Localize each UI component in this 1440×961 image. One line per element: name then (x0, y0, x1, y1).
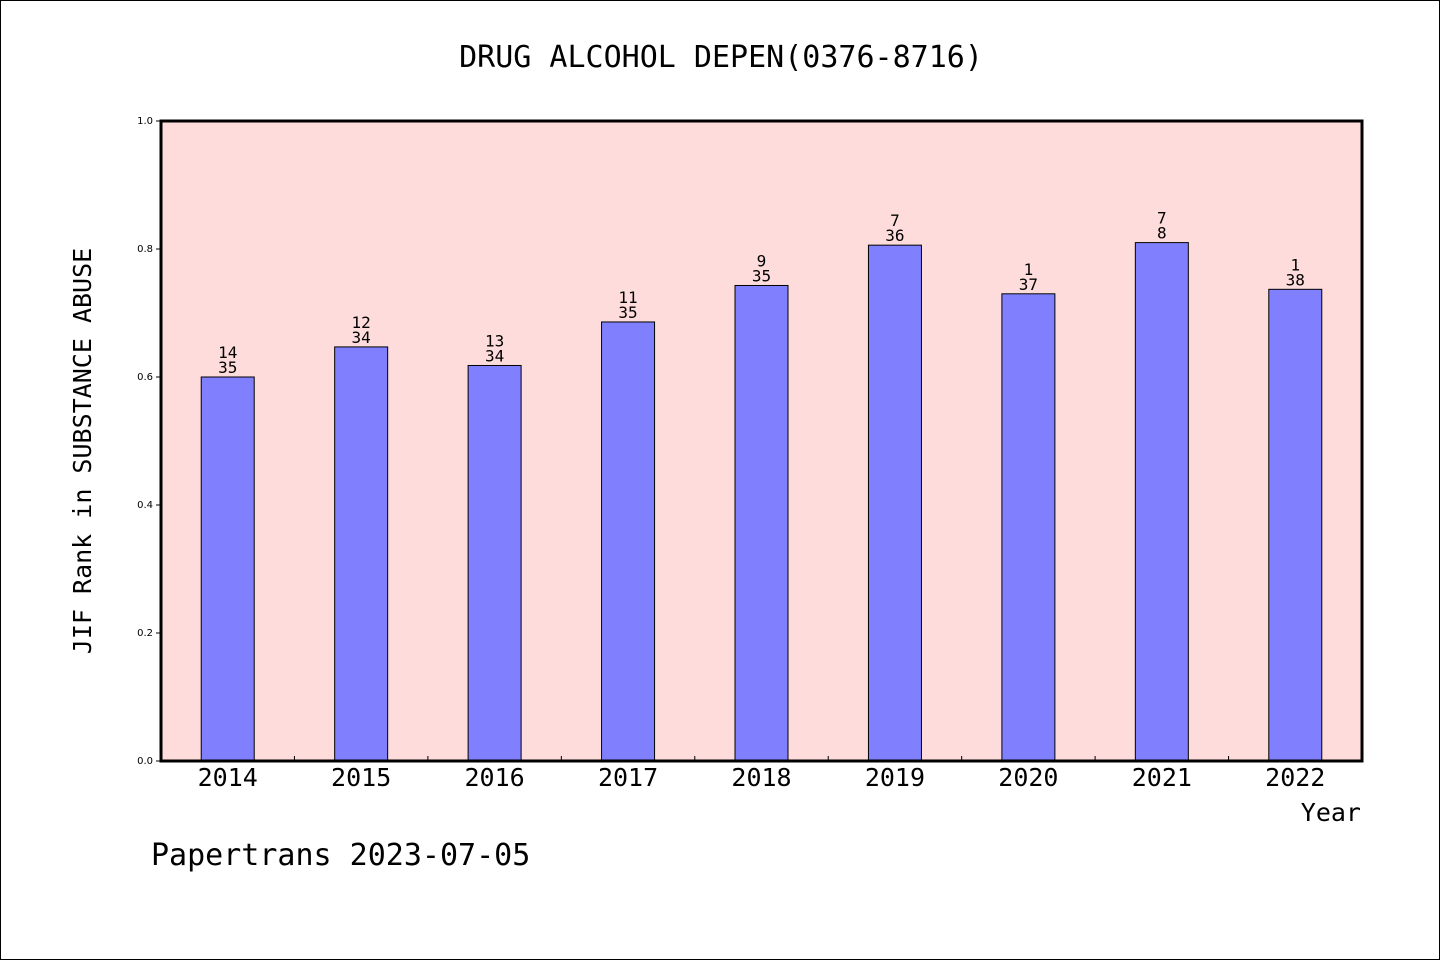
bar-2017 (601, 321, 656, 762)
y-tick-label-1.0: 1.0 (137, 116, 153, 127)
bar-label-top-2020: 1 (1024, 260, 1034, 279)
bar-label-top-2018: 9 (757, 251, 767, 270)
y-tick-label-0.2: 0.2 (137, 628, 153, 639)
y-tick-label-0.4: 0.4 (137, 500, 153, 511)
bar-2016 (467, 364, 522, 762)
x-tick-label-2016: 2016 (465, 763, 525, 792)
bar-label-bottom-2019: 36 (885, 226, 904, 245)
y-tick-label-0.8: 0.8 (137, 244, 153, 255)
plot-border (159, 119, 1364, 763)
bar-label-bottom-2020: 37 (1019, 275, 1038, 294)
x-tick-label-2017: 2017 (598, 763, 658, 792)
bar-label-bottom-2015: 34 (352, 328, 371, 347)
bar-2014 (200, 376, 255, 762)
y-axis-label: JIF Rank in SUBSTANCE ABUSE (68, 248, 97, 654)
x-tick-label-2018: 2018 (731, 763, 791, 792)
x-tick-label-2022: 2022 (1265, 763, 1325, 792)
x-tick-label-2020: 2020 (998, 763, 1058, 792)
bar-label-top-2019: 7 (890, 211, 900, 230)
bar-label-bottom-2017: 35 (618, 303, 637, 322)
bar-label-bottom-2018: 35 (752, 266, 771, 285)
bar-2022 (1268, 288, 1323, 762)
bar-label-top-2017: 11 (618, 288, 637, 307)
bar-2015 (334, 346, 389, 762)
footer-watermark: Papertrans 2023-07-05 (151, 838, 530, 873)
bar-label-top-2015: 12 (352, 313, 371, 332)
bar-2018 (734, 284, 789, 762)
bar-label-bottom-2014: 35 (218, 358, 237, 377)
x-tick-label-2021: 2021 (1132, 763, 1192, 792)
bar-2019 (867, 244, 922, 762)
bar-label-top-2021: 7 (1157, 209, 1167, 228)
x-tick-label-2014: 2014 (198, 763, 258, 792)
bar-2020 (1001, 293, 1056, 762)
axes-layer: 2014 2015 2016 2017 2018 2019 2020 2021 2022 0.0 0… (137, 116, 1325, 792)
y-tick-label-0.6: 0.6 (137, 372, 153, 383)
x-tick-label-2019: 2019 (865, 763, 925, 792)
x-tick-label-2015: 2015 (331, 763, 391, 792)
y-tick-label-0.0: 0.0 (137, 756, 153, 767)
bar-label-bottom-2016: 34 (485, 346, 504, 365)
bar-label-bottom-2022: 38 (1286, 270, 1305, 289)
bar-label-top-2014: 14 (218, 343, 237, 362)
chart-title: DRUG ALCOHOL DEPEN(0376-8716) (459, 40, 983, 75)
bar-label-top-2016: 13 (485, 331, 504, 350)
bar-2021 (1134, 242, 1189, 762)
x-axis-label: Year (1301, 798, 1361, 827)
bar-label-top-2022: 1 (1290, 255, 1300, 274)
bar-label-bottom-2021: 8 (1157, 224, 1167, 243)
